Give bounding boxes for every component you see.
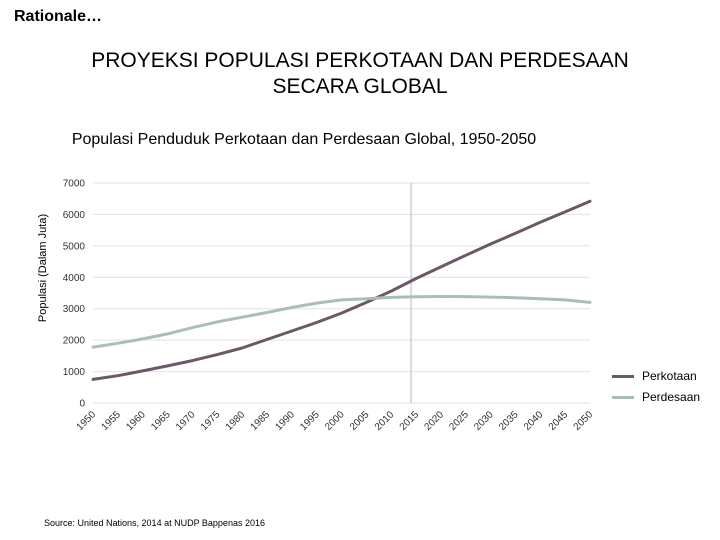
legend-swatch-perdesaan [612, 395, 634, 399]
x-tick-label: 1985 [249, 409, 273, 433]
series-line-perkotaan [91, 199, 592, 381]
x-tick-label: 1975 [199, 409, 223, 433]
x-tick-label: 2010 [373, 409, 397, 433]
legend-label-perdesaan: Perdesaan [642, 390, 701, 404]
legend-label-perkotaan: Perkotaan [642, 369, 697, 383]
y-tick-label: 6000 [63, 210, 86, 221]
x-tick-label: 2020 [423, 409, 447, 433]
x-tick-label: 1990 [273, 409, 297, 433]
series-line-perdesaan [91, 295, 592, 349]
x-tick-label: 1995 [298, 409, 322, 433]
y-tick-label: 5000 [63, 241, 86, 252]
y-tick-label: 4000 [63, 273, 86, 284]
y-tick-label: 1000 [63, 367, 86, 378]
x-tick-label: 1955 [99, 409, 123, 433]
x-tick-label: 2000 [323, 409, 347, 433]
x-tick-label: 2030 [472, 409, 496, 433]
x-tick-label: 1965 [149, 409, 173, 433]
x-tick-label: 1980 [224, 409, 248, 433]
page-title: PROYEKSI POPULASI PERKOTAAN DAN PERDESAA… [0, 48, 720, 100]
x-tick-label: 1970 [174, 409, 198, 433]
title-line-1: PROYEKSI POPULASI PERKOTAAN DAN PERDESAA… [91, 49, 629, 72]
x-tick-label: 1950 [75, 409, 99, 433]
x-tick-label: 2045 [547, 409, 571, 433]
x-tick-label: 2040 [522, 409, 546, 433]
y-tick-label: 7000 [63, 179, 86, 190]
title-line-2: SECARA GLOBAL [272, 75, 448, 98]
y-tick-label: 0 [79, 399, 85, 410]
x-tick-label: 2025 [447, 409, 471, 433]
x-tick-label: 1960 [124, 409, 148, 433]
legend-swatch-perkotaan [612, 374, 634, 378]
x-tick-label: 2005 [348, 409, 372, 433]
legend-item-perkotaan: Perkotaan [612, 369, 697, 383]
x-tick-label: 2050 [572, 409, 596, 433]
chart-title: Populasi Penduduk Perkotaan dan Perdesaa… [71, 131, 537, 148]
source-note: Source: United Nations, 2014 at NUDP Bap… [44, 518, 265, 528]
y-tick-label: 3000 [63, 304, 86, 315]
y-tick-label: 2000 [63, 336, 86, 347]
x-tick-label: 2035 [497, 409, 521, 433]
x-tick-label: 2015 [398, 409, 422, 433]
header-rationale: Rationale… [14, 8, 103, 25]
legend-item-perdesaan: Perdesaan [612, 390, 700, 404]
